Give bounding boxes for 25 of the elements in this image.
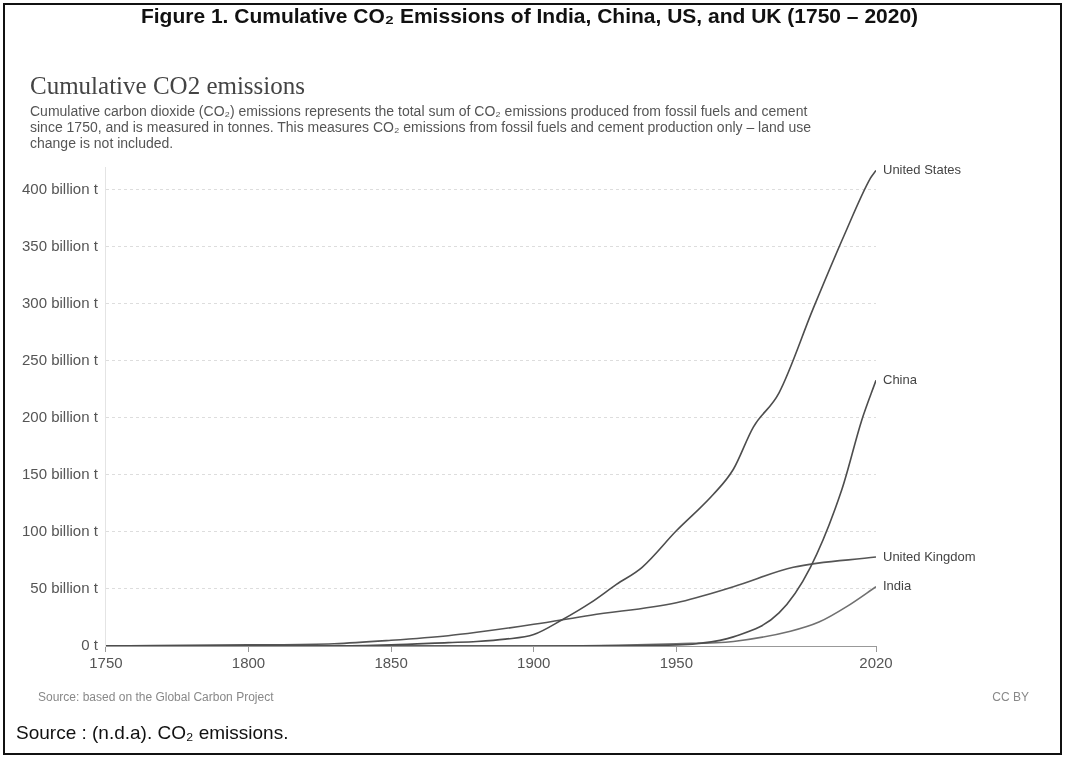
text: Cumulative carbon dioxide (CO₂) emissions represents the total sum of CO₂ emissions produced from fossil fuels and cement since 1750, and is measured in tonnes. This measures CO₂ emissions from fossil fuels and cement production only – land use change is not included. (30, 103, 813, 151)
series-label: United States (883, 162, 962, 177)
source-note: Source: based on the Global Carbon Project (38, 690, 274, 704)
chart-subtitle: Cumulative CO2 emissions (30, 72, 305, 100)
chart-title: Figure 1. Cumulative CO₂ Emissions of India, China, US, and UK (1750 – 2020) (139, 4, 920, 28)
x-tick-label: 1750 (89, 654, 123, 672)
y-tick-label: 0 t (81, 636, 99, 654)
series-label: United Kingdom (883, 548, 976, 564)
y-tick-label: 150 billion t (22, 465, 99, 483)
y-tick-label: 400 billion t (22, 179, 99, 197)
y-tick-label: 100 billion t (22, 522, 99, 540)
source-note: Source : (n.d.a). CO₂ emissions. (16, 722, 289, 744)
y-tick-label: 300 billion t (22, 294, 99, 311)
y-tick-label: 50 billion t (30, 579, 99, 597)
x-tick-label: 1900 (517, 654, 551, 672)
series-label: India (883, 578, 912, 594)
y-tick-label: 200 billion t (22, 408, 99, 426)
x-tick-label: 1850 (374, 654, 408, 672)
text: CC BY (992, 690, 1029, 704)
y-tick-label: 250 billion t (22, 351, 99, 369)
x-tick-label: 1950 (659, 654, 694, 672)
x-tick-label: 2020 (859, 654, 893, 672)
y-tick-label: 350 billion t (22, 236, 99, 254)
series-label: China (883, 371, 918, 387)
x-tick-label: 1800 (231, 654, 266, 672)
